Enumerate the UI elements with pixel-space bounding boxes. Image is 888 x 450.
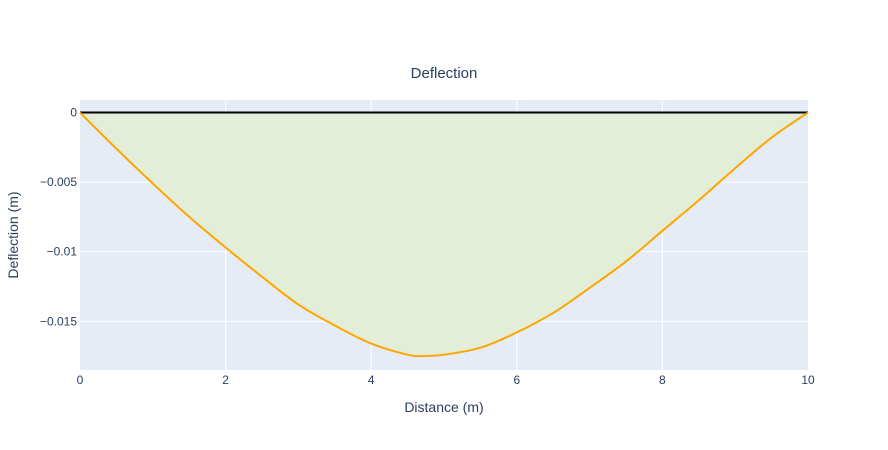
y-tick-labels: 0 −0.005 −0.01 −0.015 — [40, 106, 77, 329]
y-tick-label: −0.015 — [40, 314, 77, 328]
y-axis-label: Deflection (m) — [5, 191, 21, 278]
x-tick-label: 8 — [659, 373, 666, 387]
y-tick-label: −0.005 — [40, 175, 77, 189]
deflection-line — [79, 111, 809, 358]
x-tick-label: 6 — [513, 373, 520, 387]
deflection-area-fill — [80, 112, 808, 357]
x-axis-label: Distance (m) — [404, 399, 483, 415]
x-tick-labels: 0 2 4 6 8 10 — [77, 373, 815, 387]
x-tick-label: 2 — [222, 373, 229, 387]
x-tick-label: 0 — [77, 373, 84, 387]
x-tick-label: 10 — [801, 373, 815, 387]
y-tick-label: 0 — [70, 106, 77, 120]
chart-title: Deflection — [411, 65, 478, 82]
x-tick-label: 4 — [368, 373, 375, 387]
y-tick-label: −0.01 — [47, 245, 78, 259]
